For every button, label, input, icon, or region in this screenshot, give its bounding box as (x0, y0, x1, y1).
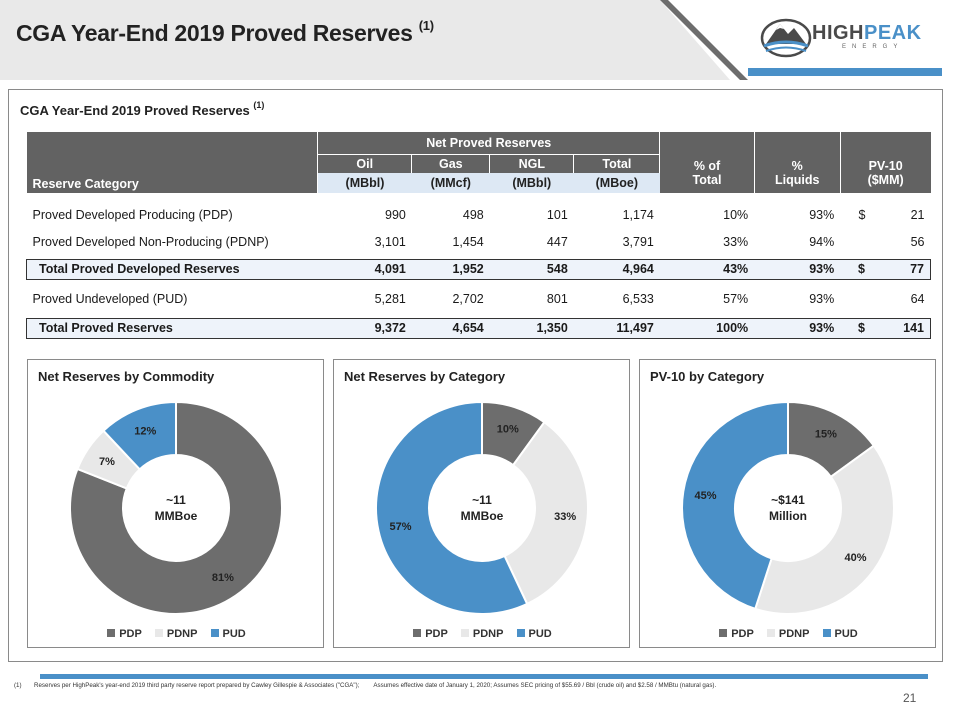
table-total-row: Total Proved Developed Reserves 4,091 1,… (25, 258, 932, 280)
slice-pdnp (753, 444, 895, 615)
table-header-row: (MBbl) (MMcf) (MBbl) (MBoe) (27, 173, 931, 193)
logo-subtext: ENERGY (842, 44, 904, 50)
slice-label-pdnp: 40% (845, 552, 867, 564)
footnote: (1) Reserves per HighPeak's year-end 2019… (14, 682, 717, 689)
header (0, 0, 960, 80)
pct-liquids-header: % Liquids (754, 132, 841, 194)
total-unit-header: (MBoe) (573, 173, 660, 193)
gas-header: Gas (411, 154, 491, 173)
content-frame (8, 89, 943, 662)
slice-pdnp (503, 420, 589, 606)
oil-header: Oil (317, 154, 413, 173)
chart-title: Net Reserves by Commodity (38, 369, 215, 384)
reserve-category-header: Reserve Category (26, 132, 319, 194)
legend-item-pdnp: PDNP (766, 628, 809, 640)
slice-pdp (69, 400, 283, 615)
category-donut-chart: 10% 33% 57% ~11 MMBoe (375, 400, 589, 615)
table-row: Proved Undeveloped (PUD) 5,281 2,702 801… (32, 291, 925, 306)
commodity-donut-chart: 81% 7% 12% ~11 MMBoe (69, 400, 283, 615)
footer-accent-bar (40, 674, 928, 679)
legend-item-pud: PUD (210, 628, 246, 640)
pv10-header: PV-10 ($MM) (840, 132, 931, 194)
table-row: Proved Developed Non-Producing (PDNP) 3,… (32, 234, 925, 249)
donut-center-label: ~11 (166, 493, 186, 507)
logo-wordmark: HIGHPEAK (812, 22, 922, 44)
pv10-donut-chart: 15% 40% 45% ~$141 Million (681, 400, 895, 615)
legend-item-pdnp: PDNP (460, 628, 503, 640)
table-header-row: Oil Gas NGL Total (27, 154, 931, 173)
chart-title: PV-10 by Category (650, 369, 765, 384)
legend-item-pdp: PDP (107, 628, 142, 640)
ngl-unit-header: (MBbl) (489, 173, 574, 193)
pv10-chart-panel: PV-10 by Category 15% 40% 45% ~$141 Million … (639, 359, 936, 648)
pct-total-header: % of Total (659, 132, 755, 194)
slice-label-pdp: 15% (815, 429, 837, 441)
slice-label-pud: 57% (389, 521, 411, 533)
category-chart-panel: Net Reserves by Category 10% 33% 57% ~11 MMB… (333, 359, 630, 648)
oil-unit-header: (MBbl) (317, 173, 412, 193)
gas-unit-header: (MMcf) (411, 173, 490, 193)
chart-legend: PDP PDNP PUD (334, 628, 631, 640)
donut-center-label: Million (769, 509, 807, 523)
net-proved-reserves-header: Net Proved Reserves (317, 132, 661, 155)
total-header: Total (573, 154, 661, 173)
donut-center-label: MMBoe (155, 509, 198, 523)
chart-legend: PDP PDNP PUD (28, 628, 325, 640)
legend-item-pud: PUD (822, 628, 858, 640)
mountain-logo-icon (760, 18, 812, 58)
donut-center-label: ~$141 (771, 493, 805, 507)
slice-label-pdp: 10% (497, 424, 519, 436)
table-total-row: Total Proved Reserves 9,372 4,654 1,350 … (25, 317, 932, 339)
reserves-table: Reserve Category Net Proved Reserves % o… (25, 132, 932, 339)
section-title: CGA Year-End 2019 Proved Reserves (1) (20, 100, 265, 118)
slice-label-pdnp: 33% (554, 511, 576, 523)
legend-item-pdp: PDP (413, 628, 448, 640)
chart-legend: PDP PDNP PUD (640, 628, 937, 640)
page-number: 21 (903, 691, 917, 705)
slice-label-pud: 12% (134, 425, 156, 437)
table-row: Proved Developed Producing (PDP) 990 498… (32, 207, 925, 222)
donut-center-label: MMBoe (461, 509, 504, 523)
ngl-header: NGL (489, 154, 575, 173)
slice-pud (681, 400, 789, 611)
chart-title: Net Reserves by Category (344, 369, 506, 384)
commodity-chart-panel: Net Reserves by Commodity 81% 7% 12% ~11 MMB… (27, 359, 324, 648)
legend-item-pdnp: PDNP (154, 628, 197, 640)
donut-center-label: ~11 (472, 493, 492, 507)
page-title: CGA Year-End 2019 Proved Reserves (1) (16, 18, 434, 46)
legend-item-pud: PUD (516, 628, 552, 640)
slice-label-pdnp: 7% (99, 456, 115, 468)
slice-pud (375, 400, 529, 615)
slice-label-pdp: 81% (212, 572, 234, 584)
table-header-row: Reserve Category Net Proved Reserves % o… (26, 132, 931, 194)
slice-label-pud: 45% (695, 490, 717, 502)
slice-pud (102, 400, 177, 471)
legend-item-pdp: PDP (719, 628, 754, 640)
header-band (0, 0, 942, 80)
